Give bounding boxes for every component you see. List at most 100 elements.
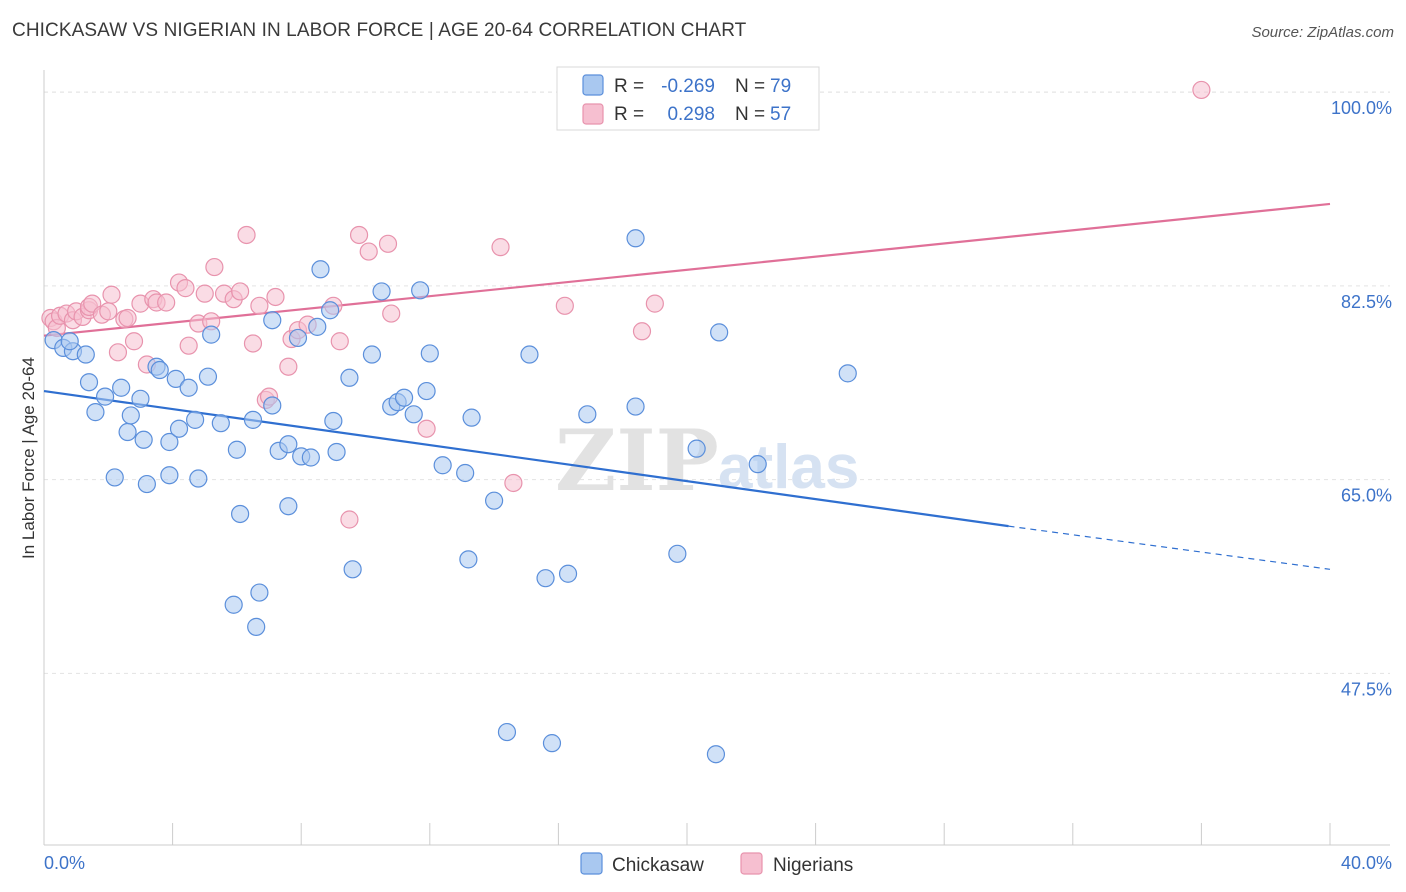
chickasaw-point	[105, 468, 124, 487]
chickasaw-point	[394, 388, 414, 407]
legend-r-value-2: 0.298	[667, 104, 715, 125]
x-tick-label-min: 0.0%	[44, 853, 85, 873]
chickasaw-point	[243, 410, 263, 429]
nigerian-point	[330, 332, 349, 351]
nigerian-point	[102, 285, 121, 304]
chickasaw-point	[462, 408, 481, 427]
chickasaw-point	[160, 432, 179, 452]
chickasaw-point	[343, 560, 362, 579]
chickasaw-point	[311, 260, 330, 279]
chickasaw-point	[668, 544, 687, 563]
chickasaw-point	[411, 281, 430, 300]
nigerian-point	[279, 357, 298, 376]
nigerian-point	[645, 294, 664, 313]
chickasaw-point	[372, 282, 391, 301]
chickasaw-point	[308, 317, 327, 336]
chart-title: CHICKASAW VS NIGERIAN IN LABOR FORCE | A…	[12, 20, 747, 41]
nigerian-point	[124, 332, 144, 351]
legend-n-label-2: N =	[735, 104, 765, 125]
nigerian-point	[195, 284, 214, 303]
gridlines	[44, 91, 1390, 674]
chickasaw-point	[112, 378, 131, 397]
nigerian-point	[491, 238, 510, 257]
y-tick-label-3: 100.0%	[1331, 98, 1392, 118]
nigerian-point	[266, 287, 285, 307]
chickasaw-point	[169, 419, 189, 438]
chickasaw-point	[121, 406, 140, 425]
chickasaw-point	[558, 564, 578, 583]
chickasaw-point	[131, 389, 150, 408]
nigerian-point	[382, 304, 401, 323]
chickasaw-point	[150, 360, 169, 380]
chickasaw-point	[118, 422, 137, 442]
y-tick-label-2: 82.5%	[1341, 292, 1392, 312]
chickasaw-point	[137, 474, 156, 494]
chickasaw-point	[327, 442, 346, 462]
y-tick-label-1: 65.0%	[1341, 486, 1392, 506]
nigerian-point	[1192, 80, 1211, 100]
chickasaw-point	[202, 325, 221, 344]
chickasaw-point	[60, 332, 79, 351]
x-tick-label-max: 40.0%	[1341, 853, 1392, 873]
chickasaw-point	[134, 430, 153, 449]
chickasaw-point	[748, 455, 767, 474]
nigerian-point	[205, 257, 224, 277]
legend-r-value-1: -0.269	[661, 76, 715, 97]
chickasaw-point	[224, 595, 243, 614]
chickasaw-trend-extension	[1008, 525, 1331, 570]
nigerian-point	[359, 242, 378, 261]
chickasaw-point	[838, 364, 857, 383]
bottom-legend-label-chickasaw: Chickasaw	[612, 855, 704, 876]
chickasaw-point	[279, 497, 298, 516]
nigerian-point	[179, 336, 198, 355]
chickasaw-point	[433, 456, 452, 475]
chickasaw-point	[179, 378, 198, 397]
nigerian-point	[504, 473, 523, 493]
chickasaw-point	[186, 410, 205, 429]
legend-swatch-nigerian	[582, 103, 604, 125]
nigerian-point	[237, 225, 256, 245]
chickasaw-point	[324, 411, 343, 431]
watermark: ZIP atlas	[555, 411, 859, 510]
chickasaw-point	[227, 440, 246, 459]
legend-n-value-1: 79	[770, 76, 791, 97]
chickasaw-point	[626, 229, 645, 248]
correlation-legend: R = -0.269 N = 79 R = 0.298 N = 57	[556, 66, 820, 131]
series-legend: Chickasaw Nigerians	[580, 852, 853, 876]
chickasaw-point	[420, 344, 439, 363]
chickasaw-point	[687, 439, 706, 458]
chickasaw-point	[417, 381, 436, 401]
nigerian-point	[378, 234, 398, 253]
chickasaw-point	[710, 323, 729, 342]
chickasaw-point	[706, 745, 726, 764]
chickasaw-point	[321, 301, 340, 320]
chickasaw-point	[231, 504, 250, 524]
chickasaw-point	[76, 345, 95, 364]
nigerian-point	[118, 308, 137, 328]
chickasaw-point	[520, 345, 539, 364]
chickasaw-point	[250, 583, 269, 602]
chickasaw-point	[166, 369, 185, 388]
nigerian-trend-line	[43, 202, 1331, 337]
chickasaw-point	[459, 550, 478, 569]
watermark-zip: ZIP	[555, 411, 719, 510]
chickasaw-point	[288, 328, 308, 348]
y-axis-title: In Labor Force | Age 20-64	[19, 357, 38, 559]
nigerian-point	[417, 419, 436, 438]
bottom-legend-label-nigerian: Nigerians	[773, 855, 853, 876]
chickasaw-point	[263, 396, 282, 415]
legend-r-label-1: R =	[614, 76, 644, 97]
chickasaw-trend-line	[43, 389, 1009, 528]
bottom-legend-swatch-chickasaw	[580, 852, 603, 875]
chickasaw-point	[485, 491, 504, 510]
axes	[43, 70, 1390, 846]
bottom-legend-swatch-nigerian	[740, 852, 763, 875]
legend-r-label-2: R =	[614, 104, 644, 125]
nigerian-point	[231, 282, 250, 301]
chickasaw-point	[95, 387, 115, 406]
chickasaw-point	[404, 405, 423, 424]
nigerian-point	[555, 296, 574, 315]
legend-n-value-2: 57	[770, 104, 791, 125]
nigerian-point	[632, 322, 652, 341]
